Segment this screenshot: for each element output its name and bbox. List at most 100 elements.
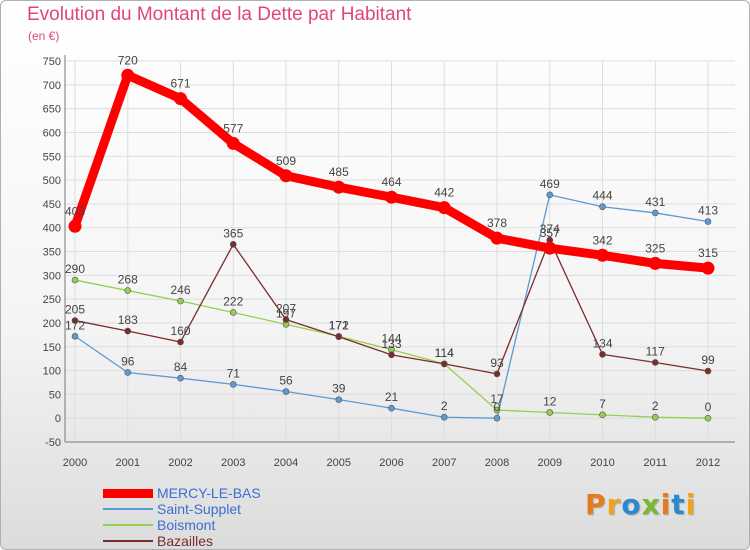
- data-label: 144: [381, 332, 401, 346]
- data-label: 197: [276, 306, 296, 320]
- data-label: 117: [646, 344, 665, 358]
- data-point: [543, 241, 557, 255]
- data-label: 207: [276, 302, 296, 316]
- chart-subtitle: (en €): [28, 29, 60, 43]
- x-tick-label: 2004: [274, 457, 298, 469]
- data-point: [599, 411, 606, 419]
- data-point: [124, 287, 132, 294]
- data-point: [388, 351, 395, 359]
- legend-swatch: [103, 540, 153, 542]
- data-point: [124, 369, 132, 376]
- data-label: 268: [118, 273, 138, 287]
- data-label: 2: [441, 399, 448, 413]
- data-label: 171: [329, 319, 349, 333]
- data-point: [437, 201, 451, 215]
- data-label: 246: [170, 283, 190, 297]
- x-tick-label: 2010: [590, 457, 614, 469]
- x-tick-label: 2000: [63, 457, 87, 469]
- data-label: 17: [490, 392, 504, 406]
- data-point: [388, 404, 395, 412]
- data-point: [124, 327, 132, 335]
- data-label: 720: [118, 53, 138, 67]
- data-label: 0: [494, 400, 501, 414]
- data-label: 12: [543, 394, 557, 408]
- data-label: 357: [540, 226, 560, 240]
- data-label: 509: [276, 154, 296, 168]
- data-label: 290: [65, 262, 85, 276]
- legend-item: Bazailles: [103, 533, 261, 549]
- data-point: [229, 309, 237, 316]
- data-point: [71, 317, 79, 324]
- data-point: [226, 136, 240, 150]
- data-point: [651, 413, 659, 421]
- data-point: [174, 92, 187, 106]
- x-tick-label: 2009: [538, 457, 562, 469]
- x-tick-label: 2006: [379, 457, 403, 469]
- data-point: [651, 359, 659, 366]
- data-point: [490, 231, 504, 245]
- data-label: 222: [223, 294, 243, 308]
- data-point: [282, 316, 290, 323]
- y-tick-label: 600: [43, 127, 61, 139]
- x-tick-label: 2005: [327, 457, 351, 469]
- data-label: 671: [170, 77, 190, 91]
- data-point: [229, 241, 237, 248]
- data-point: [493, 414, 501, 422]
- data-point: [546, 409, 554, 416]
- y-tick-label: 350: [43, 247, 61, 259]
- data-label: 413: [698, 203, 718, 217]
- data-label: 374: [540, 222, 560, 236]
- data-point: [71, 276, 79, 284]
- data-point: [385, 190, 398, 204]
- data-label: 172: [65, 318, 85, 332]
- data-point: [704, 414, 712, 422]
- y-tick-label: 100: [43, 366, 61, 378]
- chart-title: Evolution du Montant de la Dette par Hab…: [27, 4, 412, 25]
- data-point: [701, 261, 715, 275]
- x-tick-label: 2011: [643, 457, 667, 469]
- legend-label: Bazailles: [157, 533, 214, 549]
- y-tick-label: 650: [43, 104, 61, 116]
- data-point: [440, 413, 448, 421]
- data-label: 7: [599, 397, 606, 411]
- data-label: 403: [65, 204, 85, 218]
- x-tick-label: 2007: [432, 457, 456, 469]
- data-point: [440, 360, 448, 368]
- x-tick-label: 2003: [221, 457, 245, 469]
- data-label: 315: [698, 246, 718, 260]
- data-point: [335, 333, 343, 341]
- data-label: 114: [435, 346, 454, 360]
- y-tick-label: -50: [45, 437, 61, 449]
- data-label: 96: [121, 354, 135, 368]
- data-point: [704, 367, 712, 375]
- data-point: [332, 180, 346, 194]
- data-label: 2: [652, 399, 659, 413]
- data-point: [229, 381, 237, 388]
- y-tick-label: 450: [43, 199, 61, 211]
- data-label: 464: [381, 175, 401, 189]
- data-point: [177, 297, 184, 305]
- data-point: [651, 209, 659, 217]
- legend-label: Boismont: [157, 517, 216, 533]
- y-tick-label: 200: [43, 318, 61, 330]
- data-point: [493, 370, 501, 378]
- y-tick-label: 50: [49, 389, 61, 401]
- legend-item: MERCY-LE-BAS: [103, 485, 261, 501]
- data-label: 172: [329, 318, 349, 332]
- y-tick-label: 700: [43, 80, 61, 92]
- data-label: 84: [174, 360, 188, 374]
- y-tick-label: 550: [43, 151, 61, 163]
- y-tick-label: 400: [43, 223, 61, 235]
- legend-swatch: [103, 524, 153, 526]
- proxiti-logo: Proxiti: [585, 488, 697, 521]
- legend-item: Saint-Supplet: [103, 501, 261, 517]
- data-label: 378: [487, 216, 507, 230]
- data-point: [596, 248, 609, 262]
- data-label: 134: [592, 336, 612, 350]
- data-point: [121, 68, 135, 82]
- data-point: [71, 332, 79, 340]
- data-label: 365: [223, 226, 243, 240]
- data-label: 183: [118, 313, 138, 327]
